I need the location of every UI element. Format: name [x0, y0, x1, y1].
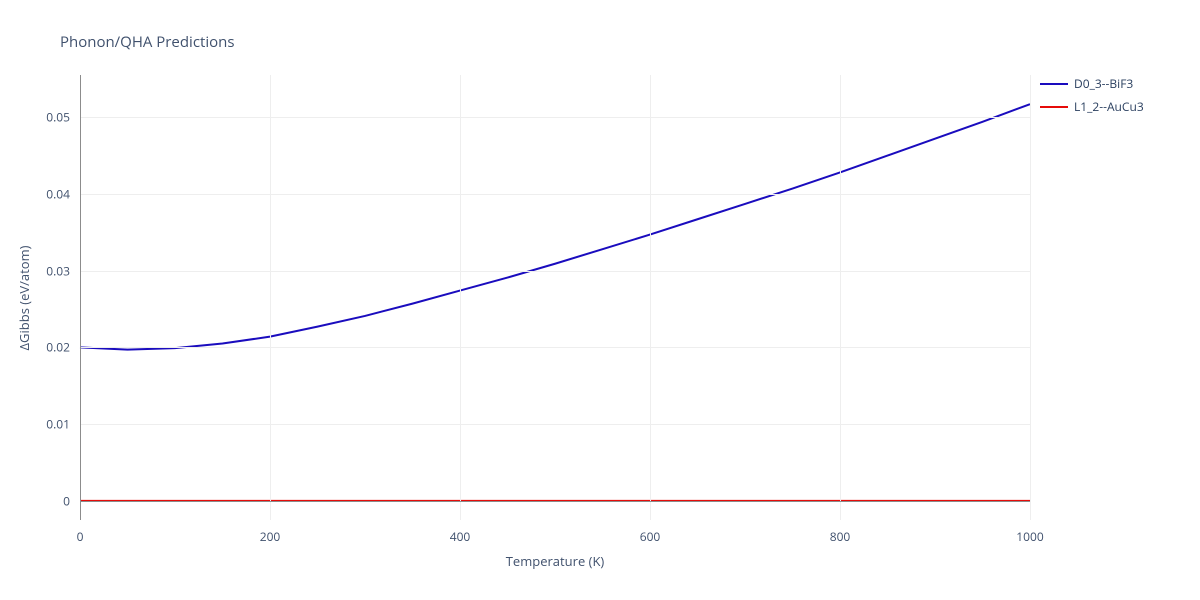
- legend-label: D0_3--BiF3: [1074, 75, 1133, 92]
- legend-label: L1_2--AuCu3: [1074, 98, 1144, 115]
- plot-area: [80, 75, 1030, 520]
- y-tick-label: 0.01: [30, 416, 70, 433]
- y-gridline: [80, 424, 1030, 425]
- y-gridline: [80, 194, 1030, 195]
- chart-title: Phonon/QHA Predictions: [60, 32, 235, 52]
- x-tick-label: 1000: [1016, 528, 1043, 545]
- x-gridline: [270, 75, 271, 520]
- x-zeroline: [80, 75, 81, 520]
- x-tick-label: 800: [830, 528, 851, 545]
- legend-swatch: [1040, 83, 1068, 85]
- x-tick-label: 400: [450, 528, 471, 545]
- y-tick-label: 0.05: [30, 109, 70, 126]
- y-gridline: [80, 117, 1030, 118]
- x-gridline: [650, 75, 651, 520]
- x-tick-label: 600: [640, 528, 661, 545]
- y-gridline: [80, 347, 1030, 348]
- legend: D0_3--BiF3 L1_2--AuCu3: [1040, 75, 1144, 121]
- x-gridline: [1030, 75, 1031, 520]
- chart-container: Phonon/QHA Predictions Temperature (K) Δ…: [0, 0, 1200, 600]
- y-zeroline: [80, 501, 1030, 502]
- y-gridline: [80, 271, 1030, 272]
- x-tick-label: 200: [260, 528, 281, 545]
- x-tick-label: 0: [77, 528, 84, 545]
- y-tick-label: 0.02: [30, 339, 70, 356]
- y-tick-label: 0: [30, 492, 70, 509]
- y-tick-label: 0.04: [30, 185, 70, 202]
- legend-item[interactable]: L1_2--AuCu3: [1040, 98, 1144, 115]
- chart-svg: [80, 75, 1030, 520]
- y-axis-title: ΔGibbs (eV/atom): [15, 245, 33, 350]
- y-tick-label: 0.03: [30, 262, 70, 279]
- x-axis-title: Temperature (K): [506, 552, 605, 570]
- legend-item[interactable]: D0_3--BiF3: [1040, 75, 1144, 92]
- legend-swatch: [1040, 106, 1068, 108]
- x-gridline: [840, 75, 841, 520]
- x-gridline: [460, 75, 461, 520]
- series-line[interactable]: [80, 104, 1030, 350]
